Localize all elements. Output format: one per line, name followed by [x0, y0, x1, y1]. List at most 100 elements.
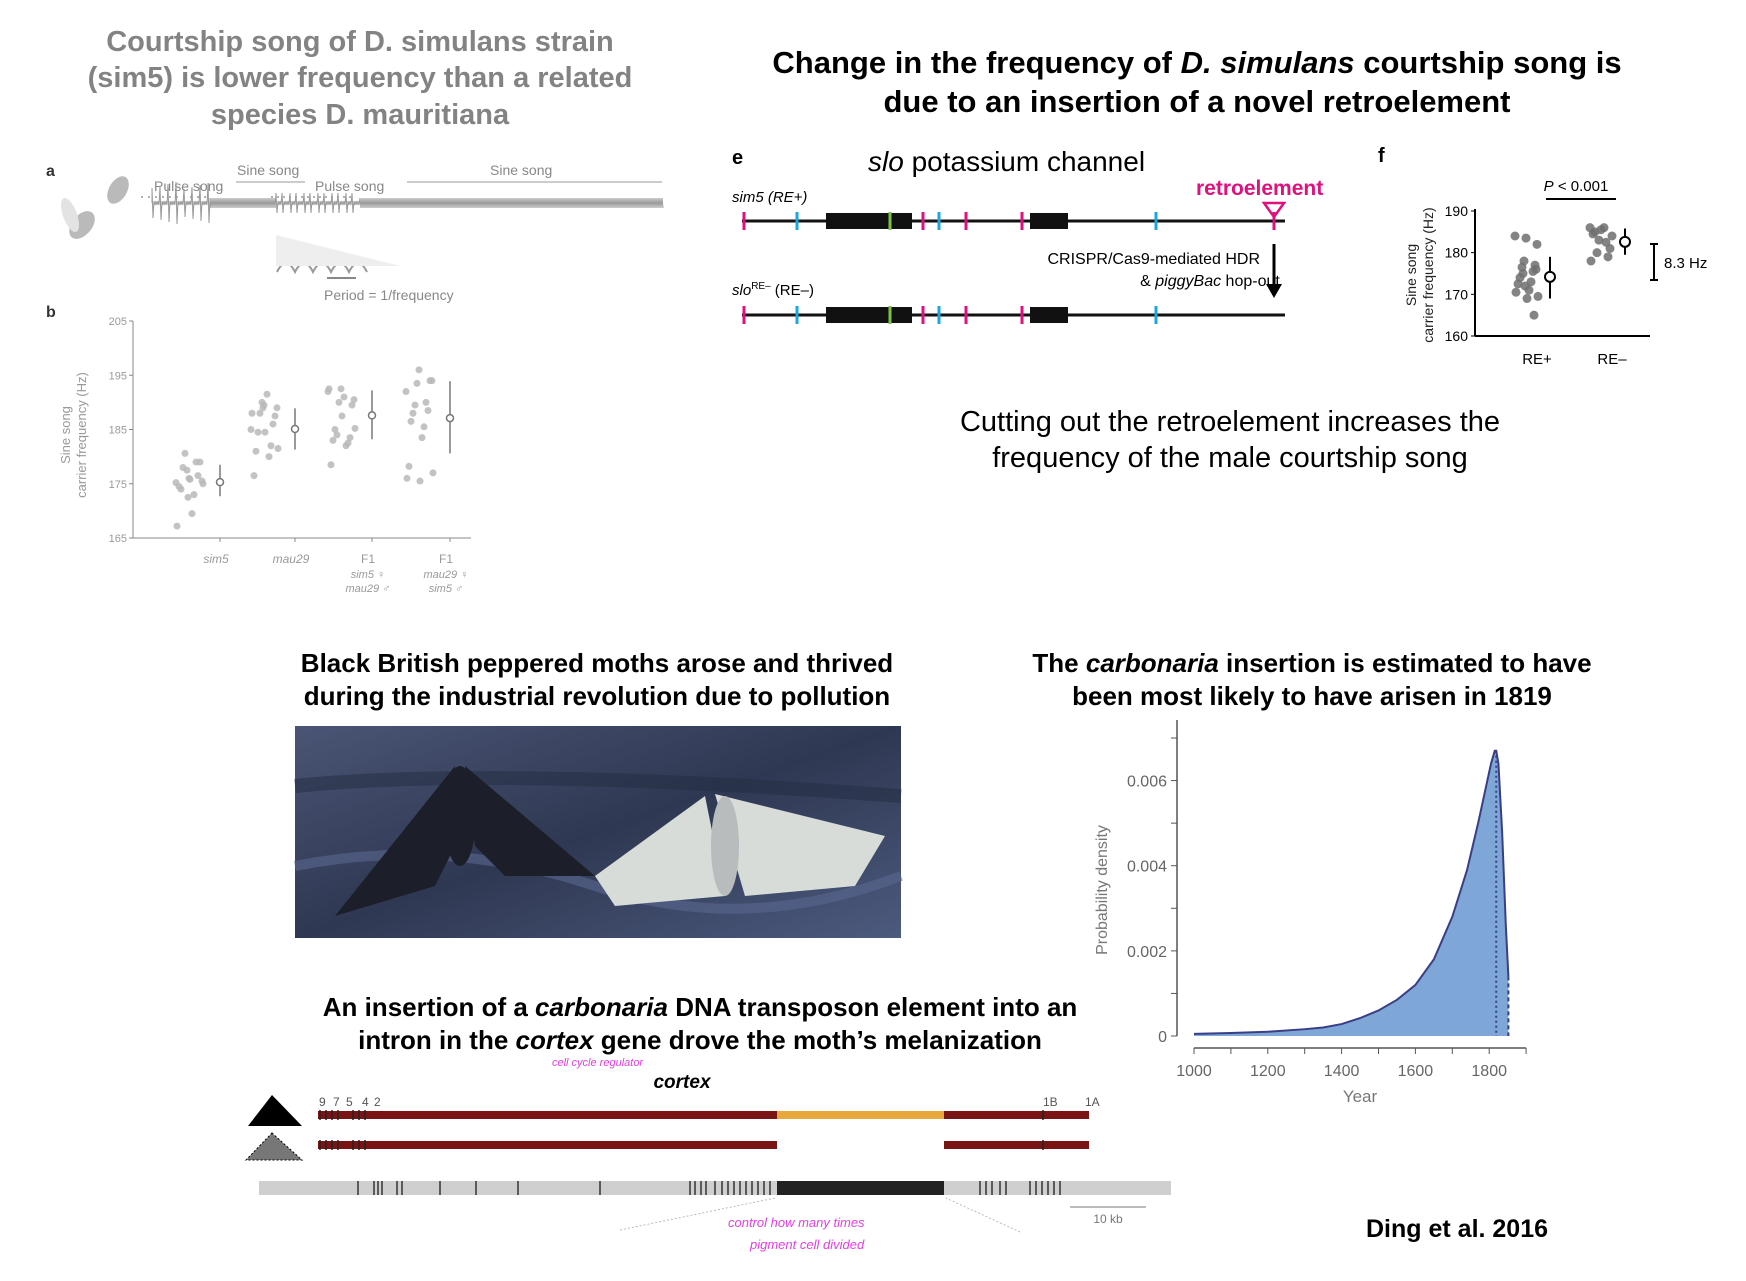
data-point — [192, 458, 200, 466]
gene-title: slo potassium channel — [868, 146, 1145, 177]
x-tick-label: 1400 — [1324, 1063, 1360, 1080]
data-point — [1521, 233, 1531, 243]
carb-title-line2: been most likely to have arisen in 1819 — [1072, 680, 1552, 711]
exon-label: 9 — [319, 1095, 326, 1109]
x-tick-label: mau29 — [273, 552, 310, 566]
x-tick-sublabel: mau29 ♂ — [346, 583, 391, 595]
panel-b-label: b — [46, 304, 56, 321]
data-point — [413, 379, 421, 387]
pulse-dot — [183, 196, 185, 198]
mean-marker — [445, 413, 455, 423]
method2-post: hop-out — [1221, 273, 1280, 290]
data-point — [252, 447, 260, 455]
data-point — [1529, 310, 1539, 320]
carb-title-line1: The carbonaria insertion is estimated to… — [962, 647, 1662, 680]
data-point — [409, 409, 417, 417]
y-tick-label: 190 — [1445, 203, 1469, 219]
pulse-dot — [141, 196, 143, 198]
data-point — [338, 412, 346, 420]
retro-title-line1: Change in the frequency of D. simulans c… — [680, 44, 1714, 83]
row2-rest: (RE–) — [771, 282, 814, 299]
retro-title-part2: courtship song is — [1354, 45, 1622, 80]
note-control: control how many times — [728, 1215, 865, 1230]
note-cell-cycle: cell cycle regulator — [552, 1057, 644, 1069]
data-point — [267, 442, 275, 450]
data-point — [1533, 291, 1543, 301]
x-tick-label: sim5 — [203, 552, 229, 566]
data-point — [415, 366, 423, 374]
moth-title: Black British peppered moths arose and t… — [197, 647, 997, 712]
mean-marker — [215, 477, 225, 487]
exon-label: 7 — [333, 1095, 340, 1109]
pulse-dot — [319, 196, 321, 198]
sine-song-label-1: Sine song — [237, 162, 299, 178]
data-point — [173, 522, 181, 530]
density-chart: Probability density Year 0 0.002 0.004 0.00… — [1094, 720, 1527, 1106]
insert-line1: An insertion of a carbonaria DNA transpo… — [250, 991, 1150, 1024]
pulse-dot — [289, 196, 291, 198]
moth-title-line1: Black British peppered moths arose and t… — [300, 648, 894, 678]
panel-b-ylabel-1: Sine song — [58, 406, 73, 464]
song-waveform — [141, 181, 664, 225]
insertion-title: An insertion of a carbonaria DNA transpo… — [250, 991, 1150, 1056]
gene-title-rest: potassium channel — [904, 146, 1145, 177]
x-tick-label: 1600 — [1398, 1063, 1434, 1080]
retroelement-triangle-icon — [1261, 201, 1287, 220]
data-point — [1522, 294, 1532, 303]
x-tick-label: F1 — [361, 552, 375, 566]
exon-block — [1030, 307, 1068, 323]
data-point — [1513, 279, 1523, 289]
data-point — [273, 404, 281, 412]
data-point — [263, 390, 271, 398]
data-point — [1607, 231, 1617, 241]
panel-a: a Pulse song Sine song Pulse song Sine s… — [46, 162, 664, 303]
insert-l2pre: intron in the — [358, 1024, 516, 1055]
data-point — [416, 477, 424, 485]
exon-block — [1030, 213, 1068, 229]
pulse-dot — [190, 196, 192, 198]
panel-b-ylabel-2: carrier frequency (Hz) — [74, 372, 89, 498]
y-tick-label: 185 — [109, 425, 127, 437]
data-point — [1511, 287, 1521, 297]
exon-label: 1A — [1085, 1095, 1100, 1109]
waveform-trace — [151, 181, 664, 225]
data-point — [181, 449, 189, 457]
difference-label: 8.3 Hz — [1664, 255, 1707, 272]
pulse-song-label-2: Pulse song — [315, 178, 384, 194]
pulse-dot — [307, 196, 309, 198]
panel-e-label: e — [732, 147, 743, 169]
black-moth-icon — [248, 1095, 302, 1126]
exon-label: 4 — [362, 1095, 369, 1109]
pulse-dot — [197, 196, 199, 198]
mean-marker — [1544, 270, 1556, 283]
data-point — [337, 385, 345, 393]
data-point — [420, 423, 428, 431]
insert-italic: carbonaria — [535, 992, 668, 1022]
pulse-dot — [162, 196, 164, 198]
black-moth — [335, 766, 595, 916]
sim-title-line1: Courtship song of D. simulans strain — [106, 26, 614, 58]
retro-title-line2: due to an insertion of a novel retroelem… — [883, 83, 1511, 119]
mean-marker — [1619, 235, 1631, 248]
density-xlabel: Year — [1343, 1087, 1378, 1106]
row2-sup: RE– — [751, 281, 771, 292]
sim-title: Courtship song of D. simulans strain (si… — [0, 24, 720, 133]
retro-title-part1: Change in the frequency of — [772, 45, 1181, 80]
data-point — [1592, 248, 1602, 258]
typica-moth-icon — [244, 1132, 304, 1161]
data-point — [424, 407, 432, 415]
pulse-dot — [155, 196, 157, 198]
data-point — [331, 426, 339, 433]
data-point — [1601, 237, 1611, 247]
pulse-dot — [349, 196, 351, 198]
panel-b-chart: b Sine song carrier frequency (Hz) 165 17… — [46, 304, 471, 595]
y-tick-label: 0.004 — [1127, 859, 1167, 876]
data-point — [261, 428, 269, 436]
data-point — [335, 398, 343, 406]
x-tick-label: RE– — [1597, 351, 1627, 368]
data-point — [351, 424, 359, 432]
exon-block — [826, 213, 912, 229]
pulse-dot — [331, 196, 333, 198]
data-point — [256, 409, 264, 417]
zoom-wedge — [276, 235, 400, 266]
